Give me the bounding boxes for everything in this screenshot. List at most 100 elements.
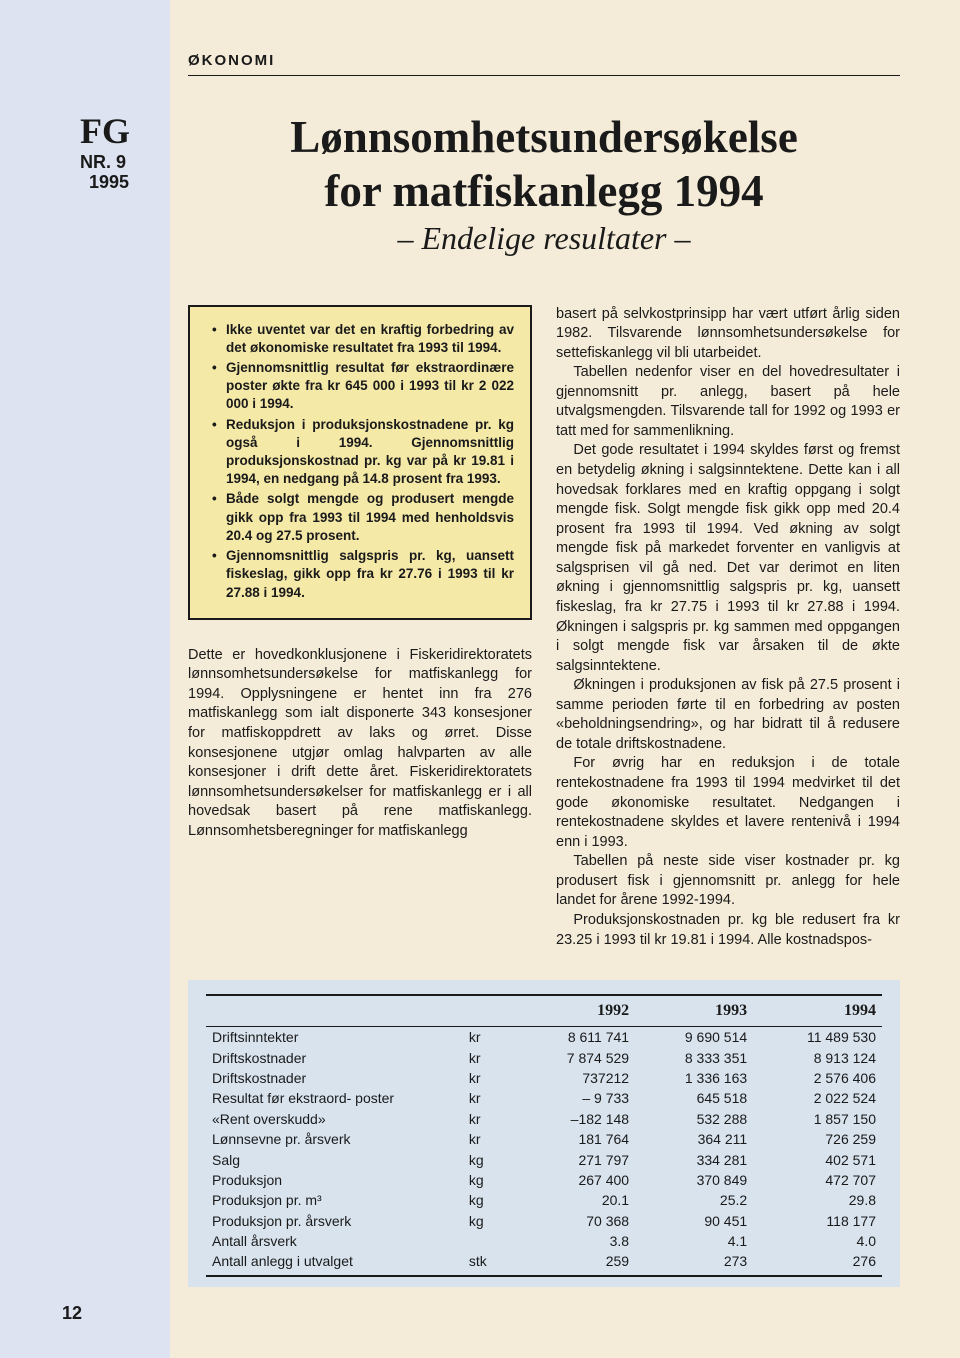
table-cell: kr bbox=[463, 1068, 517, 1088]
table-cell: 2 022 524 bbox=[753, 1088, 882, 1108]
issue-number: NR. 9 bbox=[80, 152, 126, 173]
table-cell: 90 451 bbox=[635, 1210, 753, 1230]
body-paragraph: basert på selvkostprinsipp har vært utfø… bbox=[556, 305, 900, 364]
table-cell: Salg bbox=[206, 1149, 463, 1169]
body-paragraph: For øvrig har en reduksjon i de totale r… bbox=[556, 754, 900, 852]
table-cell: Produksjon pr. m³ bbox=[206, 1190, 463, 1210]
table-cell: 645 518 bbox=[635, 1088, 753, 1108]
table-cell: kr bbox=[463, 1047, 517, 1067]
table-header: 1994 bbox=[753, 995, 882, 1027]
article-subtitle: – Endelige resultater – bbox=[188, 220, 900, 257]
table-cell: 1 336 163 bbox=[635, 1068, 753, 1088]
table-body: Driftsinntekterkr8 611 7419 690 51411 48… bbox=[206, 1027, 882, 1277]
table-cell: 273 bbox=[635, 1251, 753, 1276]
table-cell: kg bbox=[463, 1170, 517, 1190]
table-cell: 8 611 741 bbox=[517, 1027, 635, 1048]
table-cell: kr bbox=[463, 1129, 517, 1149]
table-cell: 2 576 406 bbox=[753, 1068, 882, 1088]
table-cell: 1 857 150 bbox=[753, 1109, 882, 1129]
table-cell: 20.1 bbox=[517, 1190, 635, 1210]
table-cell: Lønnsevne pr. årsverk bbox=[206, 1129, 463, 1149]
table-cell: 9 690 514 bbox=[635, 1027, 753, 1048]
table-header bbox=[206, 995, 463, 1027]
table-header: 1993 bbox=[635, 995, 753, 1027]
issue-year: 1995 bbox=[89, 172, 129, 193]
highlight-item: Ikke uventet var det en kraftig forbedri… bbox=[212, 321, 514, 357]
table-cell bbox=[463, 1231, 517, 1251]
table-cell: 276 bbox=[753, 1251, 882, 1276]
body-paragraph: Det gode resultatet i 1994 skyldes først… bbox=[556, 441, 900, 676]
table-cell: 532 288 bbox=[635, 1109, 753, 1129]
table-cell: kg bbox=[463, 1190, 517, 1210]
table-cell: – 9 733 bbox=[517, 1088, 635, 1108]
body-paragraph: Dette er hovedkonklusjonene i Fiskeridir… bbox=[188, 646, 532, 842]
table-cell: «Rent overskudd» bbox=[206, 1109, 463, 1129]
results-table: 1992 1993 1994 Driftsinntekterkr8 611 74… bbox=[206, 994, 882, 1277]
table-row: «Rent overskudd»kr–182 148532 2881 857 1… bbox=[206, 1109, 882, 1129]
table-row: Resultat før ekstraord- posterkr– 9 7336… bbox=[206, 1088, 882, 1108]
table-row: Produksjon pr. m³kg20.125.229.8 bbox=[206, 1190, 882, 1210]
body-paragraph: Økningen i produksjonen av fisk på 27.5 … bbox=[556, 676, 900, 754]
table-cell: –182 148 bbox=[517, 1109, 635, 1129]
table-header bbox=[463, 995, 517, 1027]
table-row: Lønnsevne pr. årsverkkr181 764364 211726… bbox=[206, 1129, 882, 1149]
table-cell: 402 571 bbox=[753, 1149, 882, 1169]
table-cell: kr bbox=[463, 1027, 517, 1048]
table-row: Salgkg271 797334 281402 571 bbox=[206, 1149, 882, 1169]
column-left: Ikke uventet var det en kraftig forbedri… bbox=[188, 305, 532, 951]
body-paragraph: Tabellen på neste side viser kostnader p… bbox=[556, 852, 900, 911]
table-cell: Antall anlegg i utvalget bbox=[206, 1251, 463, 1276]
table-header-row: 1992 1993 1994 bbox=[206, 995, 882, 1027]
column-right: basert på selvkostprinsipp har vært utfø… bbox=[556, 305, 900, 951]
table-cell: kg bbox=[463, 1210, 517, 1230]
table-cell: Antall årsverk bbox=[206, 1231, 463, 1251]
main-content: ØKONOMI Lønnsomhetsundersøkelse for matf… bbox=[170, 0, 960, 1358]
article-title-line2: for matfiskanlegg 1994 bbox=[188, 166, 900, 218]
table-cell: 29.8 bbox=[753, 1190, 882, 1210]
table-cell: 181 764 bbox=[517, 1129, 635, 1149]
table-cell: 8 913 124 bbox=[753, 1047, 882, 1067]
table-cell: Driftskostnader bbox=[206, 1068, 463, 1088]
table-cell: kr bbox=[463, 1088, 517, 1108]
table-cell: Driftskostnader bbox=[206, 1047, 463, 1067]
table-row: Produksjon pr. årsverkkg70 36890 451118 … bbox=[206, 1210, 882, 1230]
table-cell: kr bbox=[463, 1109, 517, 1129]
table-row: Antall årsverk 3.84.14.0 bbox=[206, 1231, 882, 1251]
table-cell: 267 400 bbox=[517, 1170, 635, 1190]
table-row: Driftskostnaderkr7 874 5298 333 3518 913… bbox=[206, 1047, 882, 1067]
body-columns: Ikke uventet var det en kraftig forbedri… bbox=[188, 305, 900, 951]
table-cell: 370 849 bbox=[635, 1170, 753, 1190]
table-cell: 4.0 bbox=[753, 1231, 882, 1251]
table-cell: 4.1 bbox=[635, 1231, 753, 1251]
table-cell: 118 177 bbox=[753, 1210, 882, 1230]
body-paragraph: Produksjonskostnaden pr. kg ble redusert… bbox=[556, 911, 900, 950]
table-cell: Resultat før ekstraord- poster bbox=[206, 1088, 463, 1108]
highlight-item: Reduksjon i produksjonskostnadene pr. kg… bbox=[212, 416, 514, 489]
table-cell: Produksjon pr. årsverk bbox=[206, 1210, 463, 1230]
page-number: 12 bbox=[62, 1303, 82, 1324]
table-row: Produksjonkg267 400370 849472 707 bbox=[206, 1170, 882, 1190]
table-cell: 259 bbox=[517, 1251, 635, 1276]
article-title-line1: Lønnsomhetsundersøkelse bbox=[188, 112, 900, 164]
table-cell: 8 333 351 bbox=[635, 1047, 753, 1067]
publication-logo: FG bbox=[80, 110, 130, 152]
body-paragraph: Tabellen nedenfor viser en del hovedresu… bbox=[556, 363, 900, 441]
section-label: ØKONOMI bbox=[188, 52, 900, 76]
table-cell: 271 797 bbox=[517, 1149, 635, 1169]
table-cell: 3.8 bbox=[517, 1231, 635, 1251]
highlight-box: Ikke uventet var det en kraftig forbedri… bbox=[188, 305, 532, 620]
highlight-item: Gjennomsnittlig salgspris pr. kg, uanset… bbox=[212, 547, 514, 602]
table-cell: Driftsinntekter bbox=[206, 1027, 463, 1048]
results-table-container: 1992 1993 1994 Driftsinntekterkr8 611 74… bbox=[188, 980, 900, 1287]
table-cell: kg bbox=[463, 1149, 517, 1169]
table-cell: 25.2 bbox=[635, 1190, 753, 1210]
table-cell: 334 281 bbox=[635, 1149, 753, 1169]
table-cell: 726 259 bbox=[753, 1129, 882, 1149]
table-row: Driftsinntekterkr8 611 7419 690 51411 48… bbox=[206, 1027, 882, 1048]
table-cell: 737212 bbox=[517, 1068, 635, 1088]
table-cell: 11 489 530 bbox=[753, 1027, 882, 1048]
table-cell: stk bbox=[463, 1251, 517, 1276]
table-cell: 472 707 bbox=[753, 1170, 882, 1190]
table-row: Antall anlegg i utvalgetstk259273276 bbox=[206, 1251, 882, 1276]
highlight-item: Gjennomsnittlig resultat før ekstraordin… bbox=[212, 359, 514, 414]
